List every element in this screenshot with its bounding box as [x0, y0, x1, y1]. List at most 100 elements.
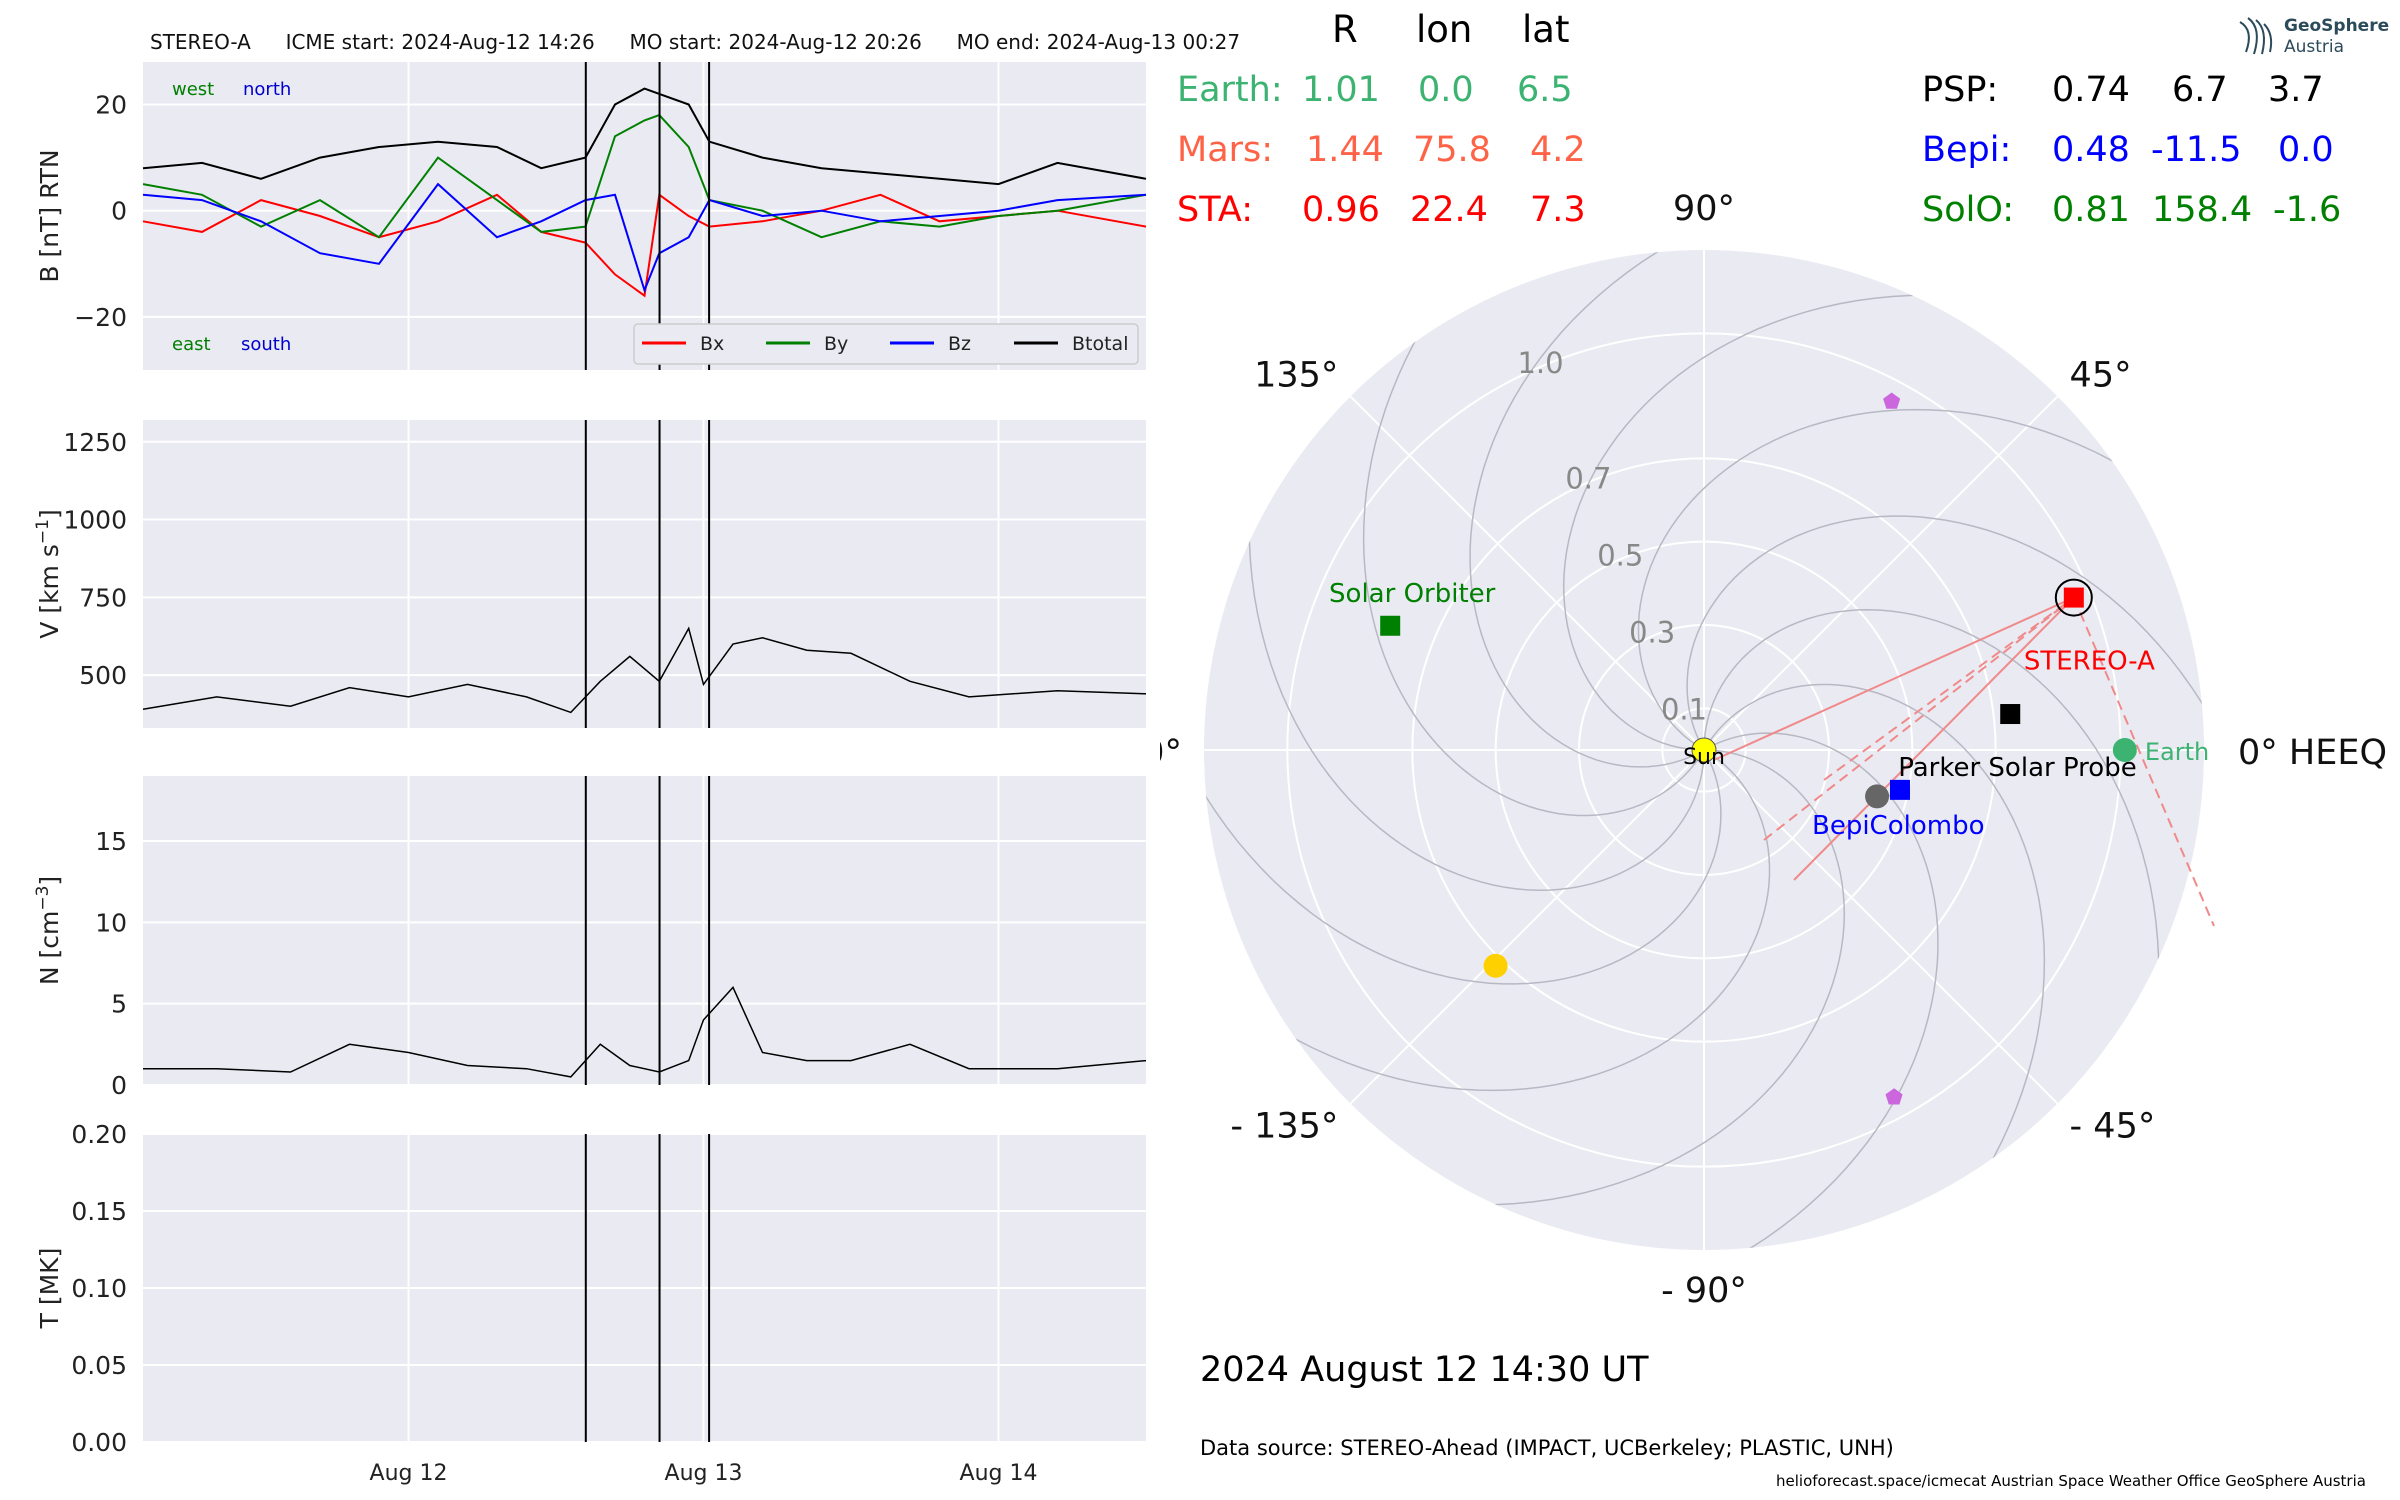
corner-label-east: east: [172, 334, 211, 355]
sta-sun-line: [1713, 596, 2075, 761]
panel-3-ytick-label: 0.15: [71, 1197, 127, 1226]
geosphere-logo: GeoSphere Austria: [2232, 12, 2392, 62]
series-btotal-line: [142, 87, 1147, 186]
bepicolombo-marker: [1889, 779, 1910, 800]
row-sta-lat: 7.3: [1530, 190, 1586, 230]
row-bepi-name: Bepi:: [1922, 130, 2012, 170]
sta-cone-line: [2072, 597, 2215, 927]
mo-end: MO end: 2024-Aug-13 00:27: [956, 30, 1241, 54]
row-mars-name: Mars:: [1177, 130, 1274, 170]
xtick-label: Aug 13: [665, 1461, 743, 1486]
spiral-field-line: [1204, 411, 1722, 985]
solar-orbiter-label: Solar Orbiter: [1329, 579, 1496, 609]
panel-1-ylabel: V [km s−1]: [33, 509, 64, 638]
header-lon: lon: [1416, 8, 1473, 51]
series-by-line: [142, 113, 1147, 239]
legend-label-btotal: Btotal: [1072, 333, 1128, 355]
panel-0-background: [143, 62, 1146, 370]
row-psp-r: 0.74: [2052, 70, 2130, 110]
legend-label-bx: Bx: [700, 333, 724, 355]
insitu-panels: −20 0 20 B [nT] RTN 500 750 1000 1250 V [km s−1]…: [33, 62, 1147, 1486]
angular-grid-line: [1349, 395, 1705, 751]
sta-cme-line: [1793, 596, 2075, 881]
spiral-field-line: [1693, 683, 2046, 1250]
row-solo-lat: -1.6: [2273, 190, 2342, 230]
object-6-marker: [1865, 784, 1890, 809]
row-earth-r: 1.01: [1302, 70, 1380, 110]
panel-3-ylabel: T [MK]: [35, 1248, 64, 1330]
angular-grid-line: [1349, 749, 1705, 1105]
logo-line2: Austria: [2284, 37, 2345, 57]
row-mars-r: 1.44: [1306, 130, 1384, 170]
parker-solar-probe-marker: [2000, 704, 2021, 725]
panel-1-background: [143, 420, 1146, 728]
row-bepi-lat: 0.0: [2278, 130, 2334, 170]
panel-1-ytick-label: 500: [79, 661, 127, 690]
spacecraft-name: STEREO-A: [150, 30, 251, 54]
row-psp-name: PSP:: [1922, 70, 1999, 110]
row-earth-lat: 6.5: [1517, 70, 1573, 110]
plot-datetime: 2024 August 12 14:30 UT: [1200, 1350, 1649, 1390]
row-mars-lat: 4.2: [1530, 130, 1586, 170]
icme-start: ICME start: 2024-Aug-12 14:26: [285, 30, 595, 54]
sta-cone-line: [1823, 596, 2075, 781]
corner-label-west: west: [172, 79, 214, 100]
corner-label-south: south: [241, 334, 291, 355]
radial-tick-label: 0.5: [1597, 539, 1643, 573]
row-psp-lat: 3.7: [2268, 70, 2324, 110]
panel-2-ytick-label: 10: [95, 908, 127, 937]
geosphere-logo-icon: [2239, 17, 2273, 55]
sta-cone-line: [1763, 596, 2075, 841]
spiral-field-line: [1204, 739, 1771, 1092]
row-earth-name: Earth:: [1177, 70, 1283, 110]
panel-3-ytick-label: 0.20: [71, 1120, 127, 1149]
panel-0-ytick-label: −20: [74, 303, 127, 332]
earth-label: Earth: [2145, 738, 2209, 766]
panel-3-ytick-label: 0.10: [71, 1274, 127, 1303]
header-r: R: [1332, 8, 1358, 51]
legend-box: [633, 323, 1139, 365]
header-lat: lat: [1522, 8, 1570, 51]
spiral-field-line: [1686, 515, 2204, 1089]
panel-2-ytick-label: 15: [95, 827, 127, 856]
angular-grid-line: [1703, 749, 2059, 1105]
spiral-field-line: [1362, 250, 1715, 817]
panel-2-ytick-label: 0: [111, 1071, 127, 1100]
angle-label: 90°: [1673, 189, 1735, 229]
panel-0-ylabel: B [nT] RTN: [35, 149, 64, 282]
panel-1-ytick-label: 750: [79, 583, 127, 612]
stereo-a-marker: [2063, 587, 2084, 608]
row-mars-lon: 75.8: [1413, 130, 1491, 170]
angular-grid-line: [1703, 395, 2059, 751]
row-solo-r: 0.81: [2052, 190, 2130, 230]
spiral-field-line: [1469, 250, 2043, 768]
sun-label: Sun: [1683, 745, 1725, 770]
solar-orbiter-marker: [1380, 615, 1401, 636]
panel-0-ytick-label: 20: [95, 90, 127, 119]
xtick-label: Aug 14: [960, 1461, 1038, 1486]
bepicolombo-label: BepiColombo: [1812, 811, 1985, 841]
row-sta-name: STA:: [1177, 190, 1253, 230]
panel-1-ytick-label: 1250: [63, 428, 127, 457]
spiral-field-line: [1637, 408, 2204, 761]
angle-label: 135°: [1254, 355, 1338, 395]
panel-0-ytick-label: 0: [111, 197, 127, 226]
series-bx-line: [142, 193, 1147, 298]
object-8-marker: [1883, 392, 1901, 409]
row-solo-lon: 158.4: [2152, 190, 2253, 230]
radial-tick-label: 0.7: [1565, 462, 1611, 496]
row-psp-lon: 6.7: [2172, 70, 2228, 110]
object-7-marker: [1483, 953, 1508, 978]
panel-3-ytick-label: 0.05: [71, 1351, 127, 1380]
angle-label: - 90°: [1661, 1271, 1747, 1311]
series-bz-line: [142, 182, 1147, 294]
spiral-lines: [1204, 250, 2204, 1250]
panel-2-ylabel: N [cm−3]: [33, 876, 64, 985]
mo-start: MO start: 2024-Aug-12 20:26: [629, 30, 922, 54]
row-bepi-r: 0.48: [2052, 130, 2130, 170]
legend-label-by: By: [824, 333, 848, 355]
coordinate-label: 0° HEEQ: [2238, 733, 2387, 773]
panel-3-ytick-label: 0.00: [71, 1428, 127, 1457]
row-solo-name: SolO:: [1922, 190, 2015, 230]
orbit-plot: 0.1 0.3 0.5 0.7 1.0 90° 45° 135° +/- 180° - 135° -…: [1160, 189, 2387, 1311]
